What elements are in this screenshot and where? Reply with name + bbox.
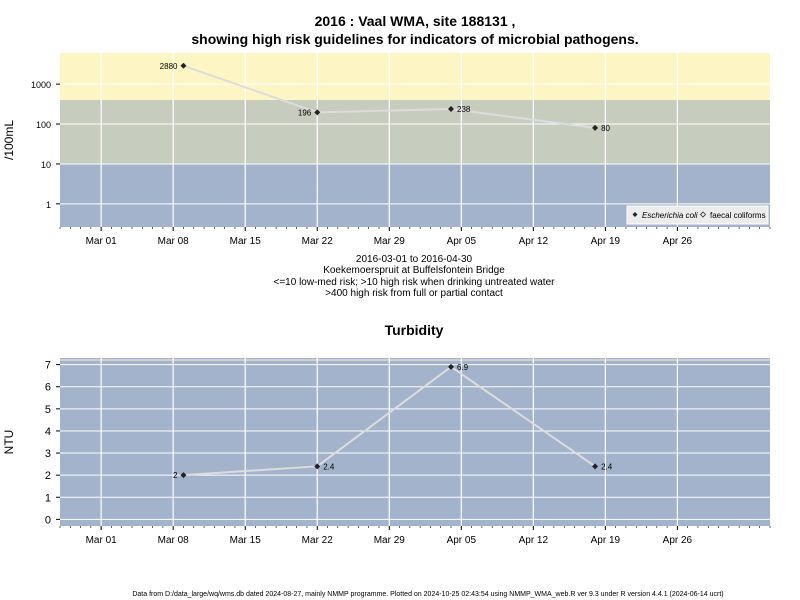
- y-tick-label: 6: [45, 382, 51, 394]
- y-tick-label: 2: [45, 470, 51, 482]
- data-label: 2.4: [323, 462, 335, 471]
- subtitle-line-3: <=10 low-med risk; >10 high risk when dr…: [274, 277, 556, 288]
- x-tick-label: Apr 05: [447, 236, 477, 247]
- turbidity-panel: Mar 01 Mar 08 Mar 15 Mar 22 Mar 29 Apr 05 Apr …: [2, 358, 771, 546]
- y-tick-label: 7: [45, 360, 51, 372]
- legend-marker-faecal: [699, 211, 707, 218]
- x-tick-label: Mar 22: [302, 236, 334, 247]
- subtitle-line-1: 2016-03-01 to 2016-04-30: [356, 254, 473, 265]
- x-tick-label: Mar 29: [374, 535, 406, 546]
- y-tick-label: 100: [36, 120, 51, 130]
- ecoli-panel: Mar 01 Mar 08 Mar 15 Mar 22 Mar 29 Apr 05 Apr …: [2, 53, 771, 247]
- legend-box: [626, 205, 769, 225]
- x-tick-label: Mar 15: [230, 236, 262, 247]
- y-tick-label: 10: [41, 160, 51, 170]
- x-tick-label: Apr 19: [591, 236, 621, 247]
- data-label: 2880: [160, 62, 178, 71]
- legend-label-faecal: faecal coliforms: [710, 211, 766, 220]
- y-axis-label: /100mL: [2, 120, 16, 160]
- x-tick-label: Apr 26: [663, 236, 693, 247]
- data-label: 2.4: [601, 462, 613, 471]
- data-point: [448, 106, 455, 113]
- plot-background: [60, 358, 770, 526]
- data-point: [448, 363, 455, 370]
- y-axis-label: NTU: [2, 430, 16, 455]
- data-point: [180, 62, 187, 69]
- y-tick-label: 0: [45, 514, 51, 526]
- turbidity-title: Turbidity: [385, 322, 444, 338]
- risk-band-3: [60, 53, 770, 101]
- x-tick-label: Apr 19: [591, 535, 621, 546]
- data-label: 238: [457, 105, 471, 114]
- footer-note: Data from D:/data_large/wq/wms.db dated …: [132, 591, 723, 598]
- x-tick-label: Mar 29: [374, 236, 406, 247]
- legend-marker-ecoli: [632, 212, 638, 217]
- subtitle-line-4: >400 high risk from full or partial cont…: [325, 288, 503, 299]
- subtitle-line-2: Koekemoerspruit at Buffelsfontein Bridge: [323, 265, 505, 276]
- x-tick-label: Mar 08: [158, 236, 190, 247]
- y-tick-label: 1: [46, 200, 51, 210]
- data-label: 2: [173, 471, 178, 480]
- y-tick-label: 1: [45, 492, 51, 504]
- y-tick-label: 4: [45, 426, 51, 438]
- series-line: [183, 64, 596, 129]
- x-tick-label: Mar 01: [86, 535, 118, 546]
- x-tick-label: Mar 22: [302, 535, 334, 546]
- x-tick-label: Apr 05: [447, 535, 477, 546]
- x-tick-label: Mar 15: [230, 535, 262, 546]
- data-point: [592, 124, 599, 131]
- chart-title-line-1: 2016 : Vaal WMA, site 188131 ,: [315, 13, 516, 29]
- data-label: 80: [601, 124, 610, 133]
- data-label: 6.9: [457, 363, 469, 372]
- data-point: [314, 463, 321, 470]
- legend-label-ecoli: Escherichia coli: [642, 211, 698, 220]
- y-tick-label: 1000: [31, 80, 51, 90]
- x-tick-label: Apr 12: [519, 236, 549, 247]
- data-point: [592, 463, 599, 470]
- x-tick-label: Mar 08: [158, 535, 190, 546]
- series-line: [183, 365, 596, 477]
- x-tick-label: Mar 01: [86, 236, 118, 247]
- data-label: 196: [298, 108, 312, 117]
- x-tick-label: Apr 26: [663, 535, 693, 546]
- y-tick-label: 3: [45, 448, 51, 460]
- chart-title-line-2: showing high risk guidelines for indicat…: [191, 31, 638, 47]
- data-point: [180, 472, 187, 479]
- y-tick-label: 5: [45, 404, 51, 416]
- data-point: [314, 109, 321, 116]
- x-tick-label: Apr 12: [519, 535, 549, 546]
